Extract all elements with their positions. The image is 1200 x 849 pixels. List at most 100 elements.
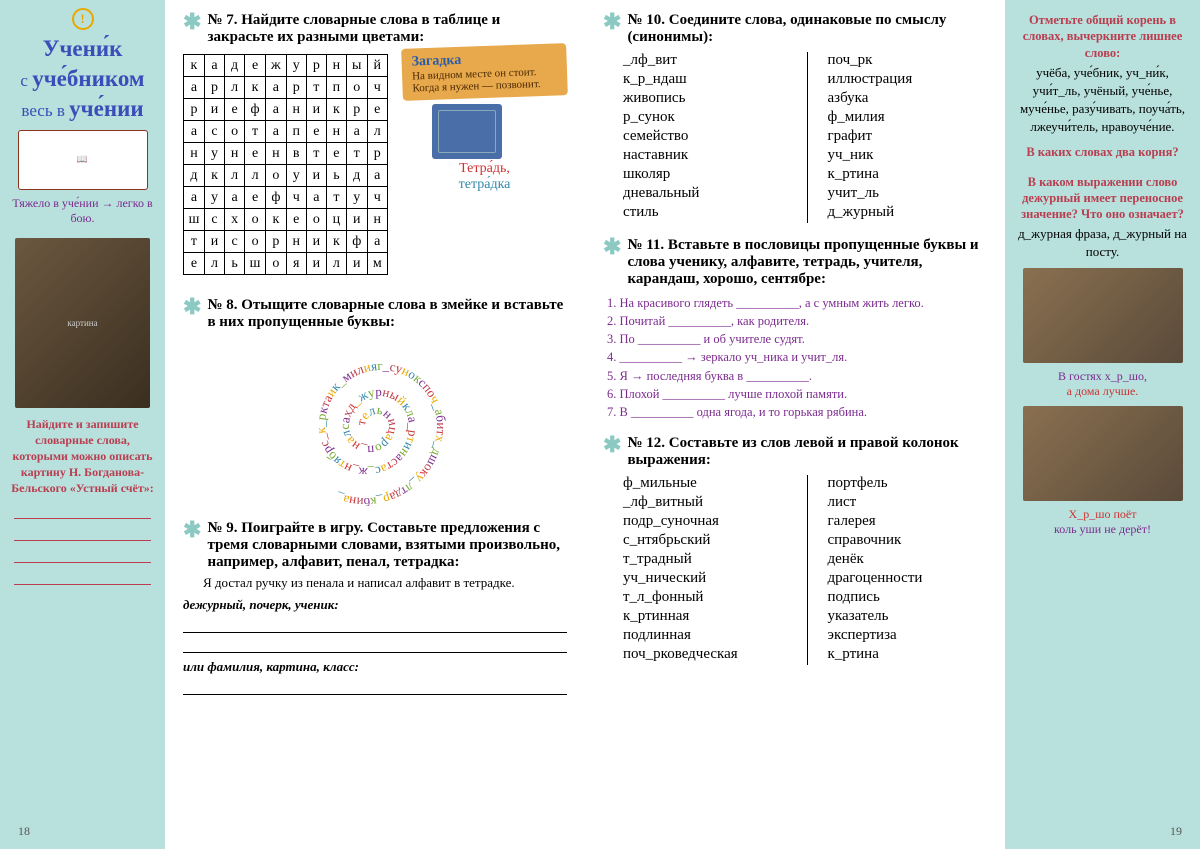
page-number-right: 19 — [1170, 824, 1182, 839]
tetrad-caption: Тетра́дь, тетра́дка — [402, 161, 567, 193]
list-item: ф_мильные — [623, 475, 783, 492]
list-item: уч_нический — [623, 570, 783, 587]
write-line[interactable] — [183, 615, 567, 633]
task-8: ✱№ 8. Отыщите словарные слова в змейке и… — [183, 297, 567, 506]
list-item: подр_суночная — [623, 513, 783, 530]
left-sidebar: ! Учени́к с уче́бником весь в уче́нии 📖 … — [0, 0, 165, 849]
write-line[interactable] — [183, 677, 567, 695]
page-title: Учени́к с уче́бником весь в уче́нии — [6, 34, 159, 124]
proverb-item[interactable]: 3. По __________ и об учителе судят. — [607, 330, 987, 348]
proverb-item[interactable]: 4. __________ → зеркало уч_ника и учит_л… — [607, 348, 987, 366]
list-item: галерея — [828, 513, 988, 530]
caption-1: В гостях х_р_шо,а дома лучше. — [1013, 369, 1192, 400]
task-7: ✱№ 7. Найдите словарные слова в таблице … — [183, 12, 567, 283]
task-12: ✱№ 12. Составьте из слов левой и правой … — [603, 435, 987, 665]
task-11: ✱№ 11. Вставьте в пословицы пропущенные … — [603, 237, 987, 421]
illustration-2 — [1023, 406, 1183, 501]
task-10-title: № 10. Соедините слова, одинаковые по смы… — [627, 12, 987, 46]
painting-ustny-schet: картина — [15, 238, 150, 408]
write-line[interactable] — [14, 545, 151, 563]
list-item: семейство — [623, 128, 783, 145]
list-item: азбука — [828, 90, 988, 107]
list-item: подлинная — [623, 627, 783, 644]
sidebar-instruction: Найдите и запишите словарные слова, кото… — [6, 416, 159, 497]
list-item: д_журный — [828, 204, 988, 221]
list-item: дневальный — [623, 185, 783, 202]
task-10: ✱№ 10. Соедините слова, одинаковые по см… — [603, 12, 987, 223]
write-line[interactable] — [14, 501, 151, 519]
task-11-title: № 11. Вставьте в пословицы пропущенные б… — [627, 237, 987, 288]
list-item: к_р_ндаш — [623, 71, 783, 88]
star-icon: ✱ — [183, 297, 201, 331]
proverb-list[interactable]: 1. На красивого глядеть __________, а с … — [607, 294, 987, 421]
star-icon: ✱ — [603, 12, 621, 46]
proverb-item[interactable]: 5. Я → последняя буква в __________. — [607, 367, 987, 385]
illustration-1 — [1023, 268, 1183, 363]
rs-heading-2: В каком выражении слово дежурный имеет п… — [1013, 174, 1192, 223]
list-item: справочник — [828, 532, 988, 549]
list-item: портфель — [828, 475, 988, 492]
proverb-item[interactable]: 2. Почитай __________, как родителя. — [607, 312, 987, 330]
list-item: т_традный — [623, 551, 783, 568]
list-item: к_ртинная — [623, 608, 783, 625]
expression-columns[interactable]: ф_мильные _лф_витный подр_суночная с_нтябрь… — [623, 475, 987, 665]
list-item: драгоценности — [828, 570, 988, 587]
svg-text:тельницароп_налсахд_журныйкла_: тельницароп_налсахд_журныйкла_ртинастас_… — [313, 358, 449, 506]
star-icon: ✱ — [603, 237, 621, 288]
proverb-item[interactable]: 7. В __________ одна ягода, и то горькая… — [607, 403, 987, 421]
list-item: с_нтябрьский — [623, 532, 783, 549]
list-item: ф_милия — [828, 109, 988, 126]
proverb-1: Тяжело в уче́нии → легко в бою. — [6, 196, 159, 226]
word-search-grid[interactable]: кадежурныйарлкартпочриефаникреасотапенал… — [183, 54, 388, 275]
task-9-set2: или фамилия, картина, класс: — [183, 659, 567, 675]
task-9-set1: дежурный, почерк, ученик: — [183, 597, 567, 613]
main-right-column: ✱№ 10. Соедините слова, одинаковые по см… — [585, 0, 1005, 849]
list-item: поч_рк — [828, 52, 988, 69]
proverb-item[interactable]: 6. Плохой __________ лучше плохой памяти… — [607, 385, 987, 403]
write-line[interactable] — [14, 523, 151, 541]
task-9-title: № 9. Поиграйте в игру. Составьте предлож… — [207, 520, 567, 571]
list-item: уч_ник — [828, 147, 988, 164]
list-item: экспертиза — [828, 627, 988, 644]
list-item: школяр — [623, 166, 783, 183]
rs-heading-1: Отметьте общий корень в словах, вычеркни… — [1013, 12, 1192, 61]
list-item: подпись — [828, 589, 988, 606]
list-item: поч_рковедческая — [623, 646, 783, 663]
list-item: живопись — [623, 90, 783, 107]
list-item: стиль — [623, 204, 783, 221]
rs-question-1: В каких словах два корня? — [1013, 145, 1192, 160]
list-item: т_л_фонный — [623, 589, 783, 606]
alert-icon: ! — [72, 8, 94, 30]
rs-examples: д_журная фраза, д_журный на посту. — [1013, 225, 1192, 261]
riddle-box: Загадка На видном месте он стоит. Когда … — [401, 43, 568, 101]
star-icon: ✱ — [183, 12, 201, 46]
star-icon: ✱ — [183, 520, 201, 571]
list-item: лист — [828, 494, 988, 511]
task-7-title: № 7. Найдите словарные слова в таблице и… — [207, 12, 567, 46]
word-snake-spiral[interactable]: тельницароп_налсахд_журныйкла_ртинастас_… — [183, 331, 563, 506]
list-item: иллюстрация — [828, 71, 988, 88]
rs-word-list[interactable]: учёба, уче́бник, уч_ни́к, учи́т_ль, учён… — [1013, 64, 1192, 137]
list-item: к_ртина — [828, 646, 988, 663]
task-9-example: Я достал ручку из пенала и написал алфав… — [203, 575, 567, 591]
right-sidebar: Отметьте общий корень в словах, вычеркни… — [1005, 0, 1200, 849]
list-item: учит_ль — [828, 185, 988, 202]
list-item: указатель — [828, 608, 988, 625]
proverb-item[interactable]: 1. На красивого глядеть __________, а с … — [607, 294, 987, 312]
main-left-column: ✱№ 7. Найдите словарные слова в таблице … — [165, 0, 585, 849]
notebook-icon — [432, 104, 502, 159]
list-item: р_сунок — [623, 109, 783, 126]
task-9: ✱№ 9. Поиграйте в игру. Составьте предло… — [183, 520, 567, 695]
page-number-left: 18 — [18, 824, 30, 839]
list-item: графит — [828, 128, 988, 145]
task-12-title: № 12. Составьте из слов левой и правой к… — [627, 435, 987, 469]
list-item: денёк — [828, 551, 988, 568]
write-line[interactable] — [14, 567, 151, 585]
list-item: _лф_вит — [623, 52, 783, 69]
task-8-title: № 8. Отыщите словарные слова в змейке и … — [207, 297, 567, 331]
list-item: наставник — [623, 147, 783, 164]
synonym-columns[interactable]: _лф_вит к_р_ндаш живопись р_сунок семейство н… — [623, 52, 987, 223]
write-line[interactable] — [183, 635, 567, 653]
list-item: _лф_витный — [623, 494, 783, 511]
list-item: к_ртина — [828, 166, 988, 183]
